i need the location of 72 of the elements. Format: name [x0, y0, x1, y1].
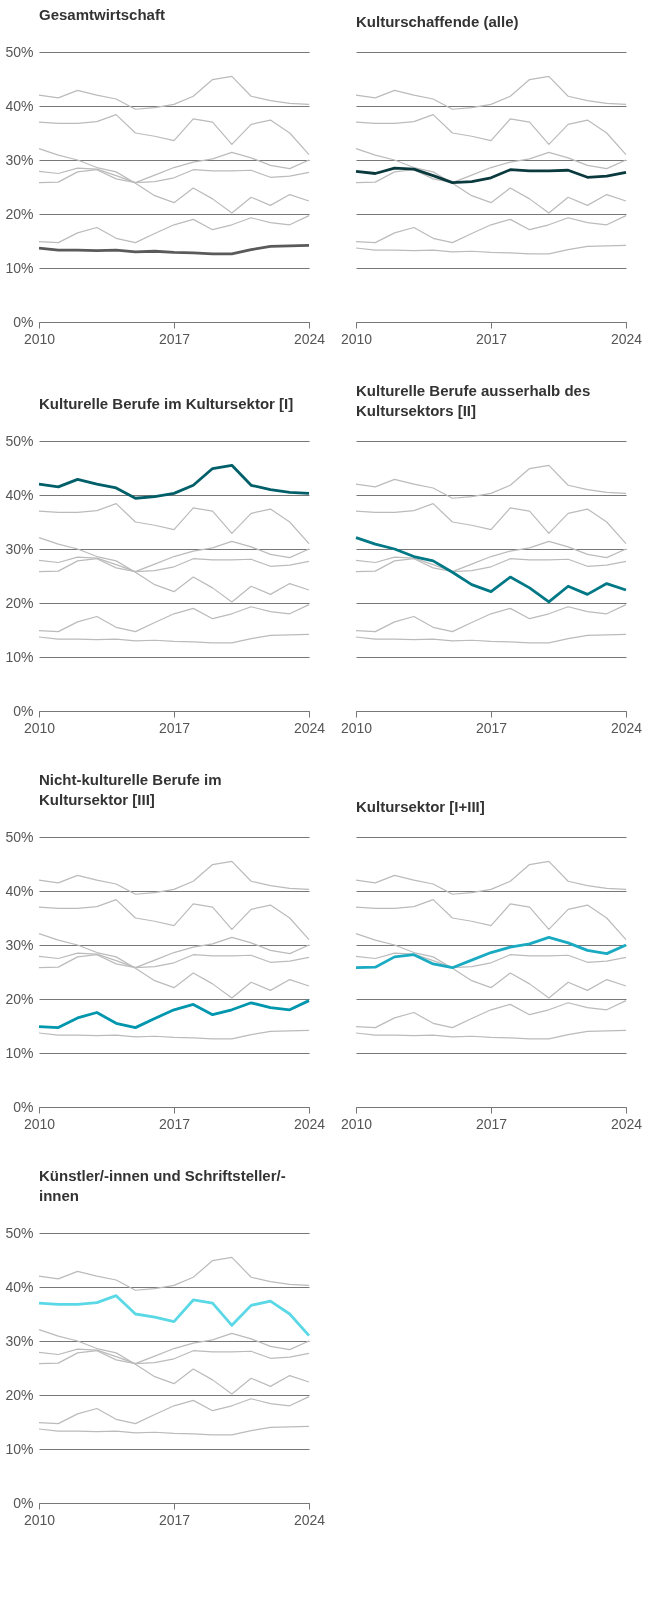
line-series — [38, 1425, 310, 1436]
y-tick-label: 10% — [5, 1440, 34, 1457]
y-tick-label: 10% — [5, 648, 34, 665]
x-tick-label: 2010 — [340, 719, 373, 736]
chart-title: Gesamtwirtschaft — [39, 6, 165, 23]
chart-title: Künstler/-innen und Schriftsteller/-innen — [39, 1167, 286, 1204]
y-tick-label: 40% — [5, 97, 34, 114]
y-tick-label: 40% — [5, 486, 34, 503]
line-series — [37, 463, 311, 500]
y-tick-label: 30% — [5, 1332, 34, 1349]
line-series — [38, 537, 310, 603]
y-tick-label: 0% — [13, 1098, 34, 1115]
chart-title: Kultursektor [I+III] — [356, 798, 485, 815]
y-tick-label: 10% — [5, 259, 34, 276]
x-tick-label: 2024 — [293, 1511, 326, 1528]
line-series — [38, 860, 310, 895]
y-tick-label: 0% — [13, 1494, 34, 1511]
x-tick-label: 2024 — [610, 330, 643, 347]
x-tick-label: 2024 — [610, 719, 643, 736]
x-tick-label: 2017 — [158, 719, 191, 736]
line-series — [37, 243, 311, 256]
y-tick-label: 20% — [5, 205, 34, 222]
line-series — [38, 114, 310, 156]
chart-title: Kulturelle Berufe ausserhalb des Kultursektors [II] — [356, 382, 591, 419]
line-series — [38, 75, 310, 110]
line-series — [38, 148, 310, 214]
x-tick-label: 2017 — [158, 330, 191, 347]
x-tick-label: 2024 — [293, 330, 326, 347]
y-tick-label: 40% — [5, 882, 34, 899]
line-series — [38, 1256, 310, 1291]
chart-title: Nicht-kulturelle Berufe im Kultursektor [III] — [39, 771, 222, 808]
line-series — [38, 1029, 310, 1040]
line-series — [38, 933, 310, 999]
y-tick-label: 50% — [5, 1224, 34, 1241]
x-tick-label: 2017 — [158, 1115, 191, 1132]
line-series — [38, 604, 310, 633]
y-tick-label: 30% — [5, 151, 34, 168]
x-tick-label: 2010 — [23, 1115, 56, 1132]
x-tick-label: 2017 — [475, 1115, 508, 1132]
chart-title: Kulturschaffende (alle) — [356, 13, 519, 30]
y-tick-label: 0% — [13, 702, 34, 719]
y-tick-label: 20% — [5, 1386, 34, 1403]
x-tick-label: 2010 — [23, 719, 56, 736]
x-tick-label: 2017 — [158, 1511, 191, 1528]
x-tick-label: 2024 — [610, 1115, 643, 1132]
x-tick-label: 2017 — [475, 330, 508, 347]
y-tick-label: 50% — [5, 828, 34, 845]
y-tick-label: 10% — [5, 1044, 34, 1061]
x-tick-label: 2010 — [23, 1511, 56, 1528]
line-series — [38, 1396, 310, 1425]
x-tick-label: 2024 — [293, 719, 326, 736]
y-tick-label: 20% — [5, 990, 34, 1007]
y-tick-label: 50% — [5, 432, 34, 449]
y-tick-label: 20% — [5, 594, 34, 611]
y-tick-label: 30% — [5, 540, 34, 557]
x-tick-label: 2024 — [293, 1115, 326, 1132]
chart-title: Kulturelle Berufe im Kultursektor [I] — [39, 395, 294, 412]
line-series — [38, 633, 310, 644]
line-series — [38, 503, 310, 545]
x-tick-label: 2010 — [23, 330, 56, 347]
x-tick-label: 2010 — [340, 330, 373, 347]
line-series — [37, 1294, 311, 1337]
y-tick-label: 50% — [5, 43, 34, 60]
y-tick-label: 40% — [5, 1278, 34, 1295]
y-tick-label: 0% — [13, 313, 34, 330]
line-series — [38, 899, 310, 941]
y-tick-label: 30% — [5, 936, 34, 953]
line-series — [38, 215, 310, 244]
x-tick-label: 2010 — [340, 1115, 373, 1132]
x-tick-label: 2017 — [475, 719, 508, 736]
line-series — [37, 999, 311, 1030]
line-series — [38, 1329, 310, 1395]
